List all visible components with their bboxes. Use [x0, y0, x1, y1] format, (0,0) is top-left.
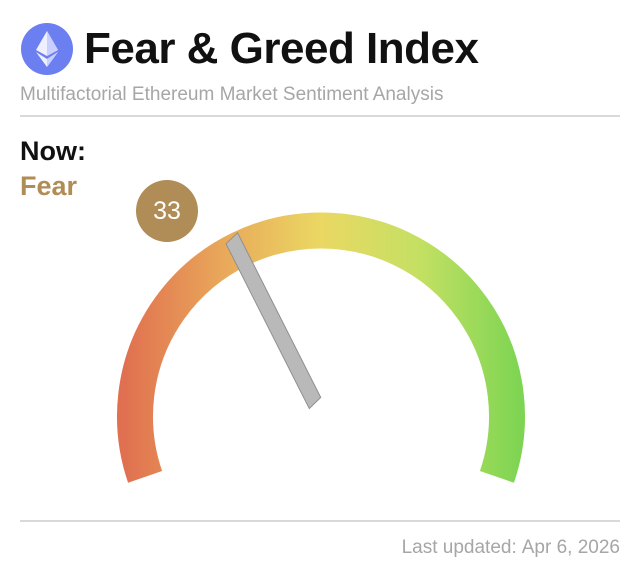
sentiment-label: Fear	[20, 171, 78, 201]
top-divider	[20, 115, 620, 117]
gauge-arc	[117, 212, 525, 483]
gauge-needle	[225, 231, 322, 410]
page-subtitle: Multifactorial Ethereum Market Sentiment…	[20, 84, 444, 105]
bottom-divider	[20, 520, 620, 522]
last-updated: Last updated: Apr 6, 2026	[397, 537, 620, 559]
sentiment-gauge	[117, 212, 525, 483]
ethereum-icon	[21, 23, 73, 75]
last-updated-label: Last updated:	[401, 537, 517, 558]
score-badge: 33	[136, 180, 198, 242]
last-updated-date: Apr 6, 2026	[521, 537, 620, 558]
page-title: Fear & Greed Index	[84, 24, 479, 73]
now-label: Now:	[20, 136, 86, 166]
